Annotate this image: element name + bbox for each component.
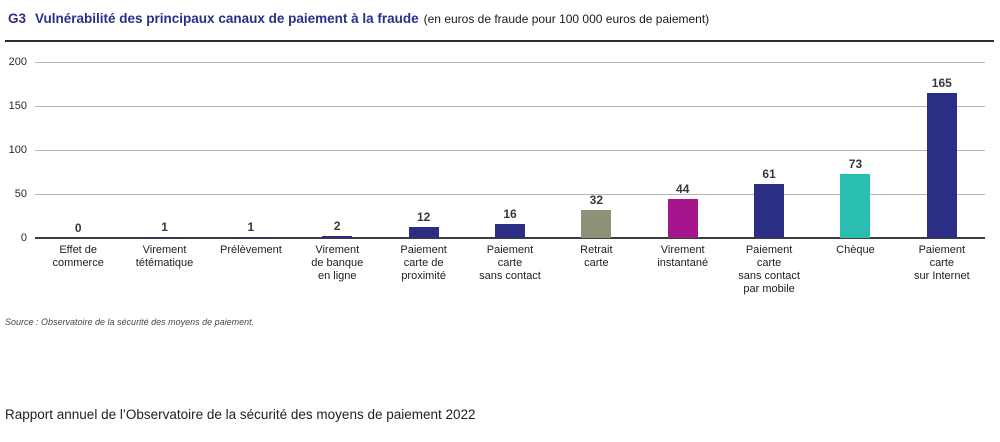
gridline: [35, 150, 985, 151]
gridline: [35, 194, 985, 195]
bar: [322, 236, 353, 238]
y-axis-tick-label: 200: [8, 56, 27, 68]
bar-value-label: 0: [74, 221, 82, 235]
bar-value-label: 1: [247, 220, 255, 234]
chart-code: G3: [8, 11, 27, 26]
report-footer: Rapport annuel de l’Observatoire de la s…: [5, 407, 476, 422]
category-label: Retrait carte: [580, 244, 613, 269]
bar: [840, 174, 871, 238]
chart-title: Vulnérabilité des principaux canaux de p…: [35, 11, 419, 26]
bar: [235, 237, 266, 238]
bar: [667, 199, 698, 238]
bar-value-label: 61: [762, 167, 776, 181]
bar-value-label: 165: [931, 76, 952, 90]
bar-value-label: 16: [503, 207, 517, 221]
category-label: Virement instantané: [657, 244, 709, 269]
category-label: Paiement carte sans contact par mobile: [738, 244, 800, 295]
y-axis-tick-label: 100: [8, 144, 27, 156]
category-label: Virement de banque en ligne: [311, 244, 364, 282]
y-axis-tick-label: 0: [20, 232, 27, 244]
category-label: Paiement carte de proximité: [400, 244, 447, 282]
bar: [149, 237, 180, 238]
bar-value-label: 1: [161, 220, 168, 234]
bar: [581, 210, 612, 238]
category-label: Paiement carte sans contact: [479, 244, 541, 282]
chart-header: G3 Vulnérabilité des principaux canaux de…: [8, 10, 709, 28]
bar-value-label: 32: [589, 193, 604, 207]
bar-value-label: 2: [333, 219, 341, 233]
bar: [754, 184, 785, 238]
category-label: Prélèvement: [220, 244, 282, 256]
category-label: Virement tétématique: [135, 244, 194, 269]
source-note: Source : Observatoire de la sécurité des…: [5, 317, 255, 327]
gridline: [35, 62, 985, 63]
category-label: Chèque: [836, 244, 875, 256]
x-axis-line: [35, 237, 985, 239]
bar-value-label: 44: [676, 182, 690, 196]
y-axis-tick-label: 50: [14, 188, 27, 200]
chart-subtitle: (en euros de fraude pour 100 000 euros d…: [423, 12, 710, 26]
bar: [926, 93, 957, 238]
bar-value-label: 73: [848, 157, 863, 171]
header-rule: [5, 40, 994, 42]
bar: [495, 224, 525, 238]
y-axis-tick-label: 150: [8, 100, 27, 112]
gridline: [35, 106, 985, 107]
category-label: Paiement carte sur Internet: [913, 244, 970, 282]
bar: [408, 227, 439, 238]
category-label: Effet de commerce: [52, 244, 104, 269]
bar-value-label: 12: [416, 210, 431, 224]
